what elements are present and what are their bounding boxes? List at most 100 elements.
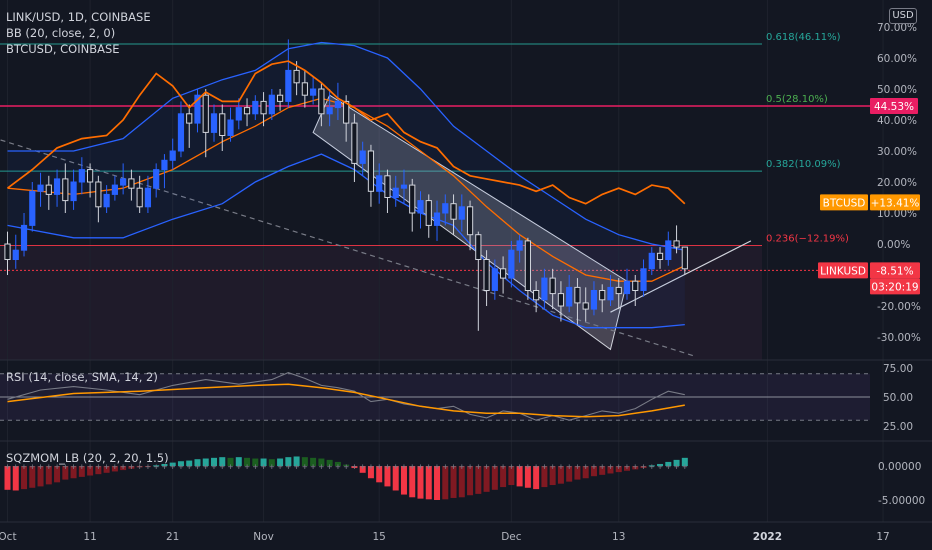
squeeze-dot: + — [376, 463, 382, 473]
candle-body — [483, 259, 490, 291]
candle-body — [607, 286, 614, 301]
x-tick-label: 11 — [83, 531, 96, 543]
countdown-badge-bg — [870, 278, 920, 295]
squeeze-dot: + — [203, 463, 209, 473]
candle-body — [524, 240, 531, 291]
momentum-bar — [533, 466, 540, 490]
candle-body — [210, 113, 218, 133]
bollinger-band-fill — [7, 42, 685, 328]
candle-body — [384, 175, 391, 199]
candle-body — [144, 187, 152, 208]
momentum-bar — [582, 466, 589, 479]
momentum-bar — [186, 460, 193, 466]
rsi-tick-label: 50.00 — [883, 392, 913, 404]
candle-body — [557, 293, 565, 307]
candle-body — [276, 94, 284, 102]
momentum-bar — [632, 466, 639, 470]
candle-body — [310, 88, 317, 96]
candle-body — [260, 100, 267, 115]
candle-body — [202, 94, 209, 133]
momentum-bar — [392, 466, 399, 491]
price-pane: 0.618(46.11%) 0.5(28.10%) 0.382(10.09%) 0.2… — [0, 0, 884, 522]
squeeze-dot: + — [509, 463, 515, 473]
y-tick-label: 30.00% — [877, 146, 917, 158]
candle-body — [623, 280, 631, 295]
squeeze-dot: + — [145, 463, 151, 473]
momentum-bar — [657, 463, 664, 466]
fib-level-label: 0.5(28.10%) — [766, 94, 828, 105]
candle-body — [475, 234, 482, 260]
momentum-bar — [491, 466, 498, 490]
squeeze-dot: + — [302, 463, 308, 473]
squeeze-dot: + — [666, 463, 672, 473]
squeeze-dot: + — [591, 463, 597, 473]
y-tick-label: 20.00% — [877, 177, 917, 189]
link-value-badge-bg — [870, 262, 920, 279]
squeeze-dot: + — [368, 463, 374, 473]
x-tick-label: 2022 — [753, 531, 782, 543]
squeeze-dot: + — [71, 463, 77, 473]
squeeze-dot: + — [310, 463, 316, 473]
momentum-bar — [136, 466, 143, 468]
main-title[interactable]: LINK/USD, 1D, COINBASE — [6, 10, 151, 24]
candle-body — [574, 286, 581, 304]
rsi-pane — [0, 372, 870, 421]
momentum-bar — [681, 457, 688, 466]
candle-body — [615, 286, 622, 295]
squeeze-dot: + — [120, 463, 126, 473]
candle-body — [326, 107, 333, 115]
squeeze-dot: + — [410, 463, 416, 473]
fib-level-label: 0.618(46.11%) — [766, 32, 841, 43]
momentum-bar — [442, 466, 449, 500]
squeeze-dot: + — [187, 463, 193, 473]
rsi-legend[interactable]: RSI (14, close, SMA, 14, 2) — [6, 370, 158, 384]
momentum-bar — [590, 466, 597, 477]
candle-body — [153, 169, 160, 189]
squeeze-dot: + — [608, 463, 614, 473]
squeeze-dot: + — [178, 463, 184, 473]
momentum-bar — [640, 466, 647, 469]
momentum-bar — [376, 466, 383, 483]
candle-body — [656, 252, 664, 261]
link-symbol-badge: LINKUSD — [820, 265, 866, 277]
btc-value-badge-bg — [870, 194, 920, 211]
x-tick-label: 13 — [612, 531, 625, 543]
momentum-bar — [607, 466, 614, 474]
candle-body — [376, 175, 383, 192]
bollinger-upper — [7, 41, 685, 251]
btc-compare-legend[interactable]: BTCUSD, COINBASE — [6, 42, 120, 56]
candle-body — [392, 187, 399, 198]
candle-body — [334, 100, 341, 109]
squeeze-dot: + — [327, 463, 333, 473]
momentum-bar — [78, 466, 85, 477]
candle-body — [219, 113, 226, 137]
squeeze-dot: + — [583, 463, 589, 473]
bollinger-legend[interactable]: BB (20, close, 2, 0) — [6, 26, 116, 40]
squeeze-dot: + — [550, 463, 556, 473]
rsi-tick-label: 75.00 — [883, 363, 913, 375]
squeeze-dot: + — [575, 463, 581, 473]
candle-body — [359, 150, 366, 164]
squeeze-dot: + — [517, 463, 523, 473]
currency-unit-badge[interactable]: USD — [889, 8, 917, 24]
squeeze-dot: + — [566, 463, 572, 473]
squeeze-dot: + — [542, 463, 548, 473]
candle-body — [169, 150, 176, 161]
candle-body — [227, 119, 234, 136]
squeeze-dot: + — [87, 463, 93, 473]
trendline — [0, 139, 694, 357]
squeeze-dot: + — [104, 463, 110, 473]
candle-body — [508, 249, 515, 279]
fib-level-label: 0.382(10.09%) — [766, 159, 841, 170]
squeeze-dot: + — [195, 463, 201, 473]
y-tick-label: -20.00% — [877, 301, 921, 313]
squeeze-dot: + — [657, 463, 663, 473]
momentum-bar — [120, 466, 127, 471]
squeeze-dot: + — [253, 463, 259, 473]
sqzmom-legend[interactable]: SQZMOM_LB (20, 2, 20, 1.5) — [6, 451, 169, 465]
momentum-bar — [467, 466, 474, 496]
link-value-badge: -8.51% — [876, 265, 913, 277]
momentum-bar — [227, 457, 234, 466]
btc-symbol-badge: BTCUSD — [823, 197, 866, 209]
